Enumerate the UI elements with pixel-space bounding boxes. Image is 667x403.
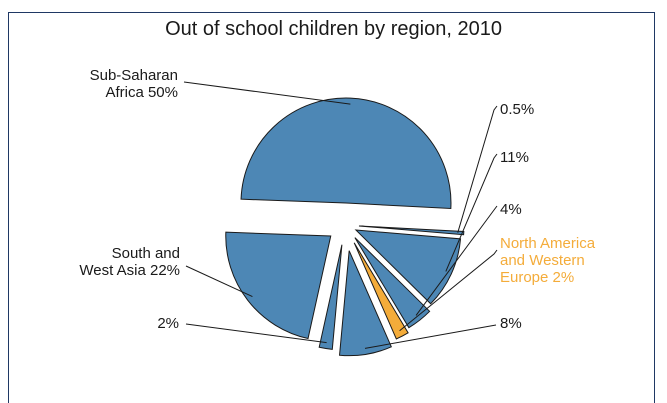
slice-label: 2% [157,315,179,332]
slice-label-line: and Western [500,252,585,269]
slice-label-line: 0.5% [500,101,534,118]
slice-label-line: 2% [157,315,179,332]
slice-label-line: 4% [500,201,522,218]
slice-label-line: West Asia 22% [79,262,180,279]
leader-line [183,81,351,105]
pie-slice [353,242,409,340]
slice-label-line: North America [500,235,596,252]
leader-line [445,153,498,272]
slice-label: South and West Asia 22% [79,245,180,279]
slice-label-line: 11% [500,149,529,166]
pie-slice [225,231,332,340]
leader-line [185,265,253,298]
leader-line [457,105,498,233]
slice-label: North America and Western Europe 2% [500,235,596,286]
slice-label-line: Africa 50% [105,84,178,101]
slice-label-line: South and [112,245,180,262]
slice-label-line: Europe 2% [500,269,574,286]
pie-slice [354,237,431,329]
pie-slice [354,229,462,305]
slice-label: Sub-Saharan Africa 50% [90,67,178,101]
pie-slice [318,244,343,350]
leader-line [364,324,497,349]
pie-slice [338,250,392,357]
leader-line [185,323,327,344]
slice-label: 4% [500,201,522,218]
slice-label-line: 8% [500,315,522,332]
leader-line [415,205,498,316]
pie-slice [240,97,452,210]
leader-line [399,249,498,332]
chart-title: Out of school children by region, 2010 [165,18,502,40]
slice-label: 8% [500,315,522,332]
pie-slice [358,225,465,236]
slice-label: 11% [500,149,529,166]
slice-label: 0.5% [500,101,534,118]
slice-label-line: Sub-Saharan [90,67,178,84]
